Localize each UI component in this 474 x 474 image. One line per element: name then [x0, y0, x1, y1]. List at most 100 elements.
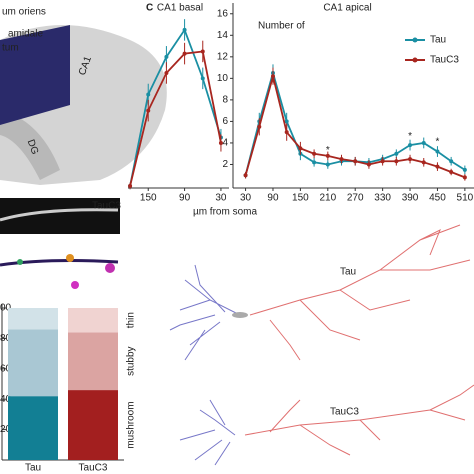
point	[380, 159, 385, 164]
point	[462, 167, 467, 172]
point	[435, 164, 440, 169]
bar-segment	[8, 329, 58, 397]
y-tick-label: 8	[222, 95, 228, 106]
y-tick-label: 6	[222, 116, 228, 127]
soma	[232, 312, 248, 318]
histo-label: tum	[2, 43, 19, 54]
panel-label: C	[146, 3, 153, 14]
point	[298, 146, 303, 151]
bar-segment	[68, 308, 118, 333]
spine	[71, 281, 79, 289]
annotation: *	[408, 131, 412, 142]
point	[164, 54, 169, 59]
y-tick-label: 10	[217, 73, 229, 84]
y-tick-label: 2	[222, 159, 228, 170]
point	[325, 153, 330, 158]
point	[146, 108, 151, 113]
point	[128, 184, 133, 188]
y-label: Number of	[258, 21, 305, 32]
annotation: *	[435, 137, 439, 148]
x-tick-label: 210	[319, 193, 336, 204]
point	[408, 143, 413, 148]
point	[257, 124, 262, 129]
point	[421, 160, 426, 165]
y-tick-label: 14	[217, 30, 229, 41]
x-tick-label: 390	[402, 193, 419, 204]
point	[200, 49, 205, 54]
bar-segment	[68, 332, 118, 391]
series-label: stubby	[126, 346, 137, 375]
point	[164, 70, 169, 75]
y-tick-label: 60	[0, 363, 12, 374]
x-tick-label: 330	[374, 193, 391, 204]
bar-segment	[8, 396, 58, 460]
point	[339, 157, 344, 162]
point	[218, 140, 223, 145]
point	[462, 175, 467, 180]
legend-marker	[412, 57, 418, 63]
point	[200, 76, 205, 81]
legend-marker	[412, 37, 418, 43]
y-tick-label: 80	[0, 333, 12, 344]
neuron-label: TauC3	[330, 407, 359, 418]
neuron-tauc3	[179, 312, 474, 466]
chart-title: CA1 basal	[157, 3, 203, 14]
bar-segment	[8, 308, 58, 330]
legend-label: TauC3	[430, 55, 459, 66]
point	[284, 119, 289, 124]
point	[312, 151, 317, 156]
dendrite	[0, 208, 119, 222]
x-tick-label: 30	[240, 193, 252, 204]
point	[270, 74, 275, 79]
bar-segment	[68, 390, 118, 460]
line	[129, 50, 222, 187]
y-tick-label: 20	[0, 424, 12, 435]
histo-label: um oriens	[2, 7, 46, 18]
point	[146, 92, 151, 97]
x-tick-label: Tau	[25, 463, 41, 474]
y-tick-label: 16	[217, 8, 229, 19]
point	[182, 51, 187, 56]
ca1-image	[0, 25, 70, 125]
x-tick-label: 510	[457, 193, 474, 204]
neuron-label: Tau	[340, 267, 356, 278]
dg-region	[0, 110, 60, 180]
point	[325, 162, 330, 167]
y-tick-label: 12	[217, 51, 229, 62]
y-tick-label: 4	[222, 138, 228, 149]
point	[421, 140, 426, 145]
series-label: mushroom	[126, 401, 137, 448]
legend-label: Tau	[430, 35, 446, 46]
x-tick-label: 150	[140, 193, 157, 204]
histo-label: DG	[25, 138, 41, 156]
x-tick-label: TauC3	[79, 463, 108, 474]
x-tick-label: 90	[179, 193, 191, 204]
x-tick-label: 270	[347, 193, 364, 204]
y-tick-label: 40	[0, 394, 12, 405]
neuron-tau	[169, 224, 471, 361]
x-tick-label: 30	[215, 193, 227, 204]
point	[449, 159, 454, 164]
x-tick-label: 150	[292, 193, 309, 204]
point	[243, 173, 248, 178]
x-tick-label: 90	[267, 193, 279, 204]
point	[408, 157, 413, 162]
chart-title: CA1 apical	[323, 3, 371, 14]
histology	[0, 25, 167, 185]
point	[312, 160, 317, 165]
line	[129, 27, 222, 187]
histo-label: amidale	[8, 29, 43, 40]
spine	[66, 254, 74, 262]
point	[394, 159, 399, 164]
point	[284, 130, 289, 135]
annotation: *	[326, 145, 330, 156]
spine	[17, 259, 23, 265]
x-label: µm from soma	[193, 207, 258, 218]
dendrite-label: TauC3	[92, 201, 121, 212]
point	[394, 151, 399, 156]
x-tick-label: 450	[429, 193, 446, 204]
dendrite-trace	[0, 259, 119, 267]
point	[182, 27, 187, 32]
y-tick-label: 00	[0, 303, 12, 314]
